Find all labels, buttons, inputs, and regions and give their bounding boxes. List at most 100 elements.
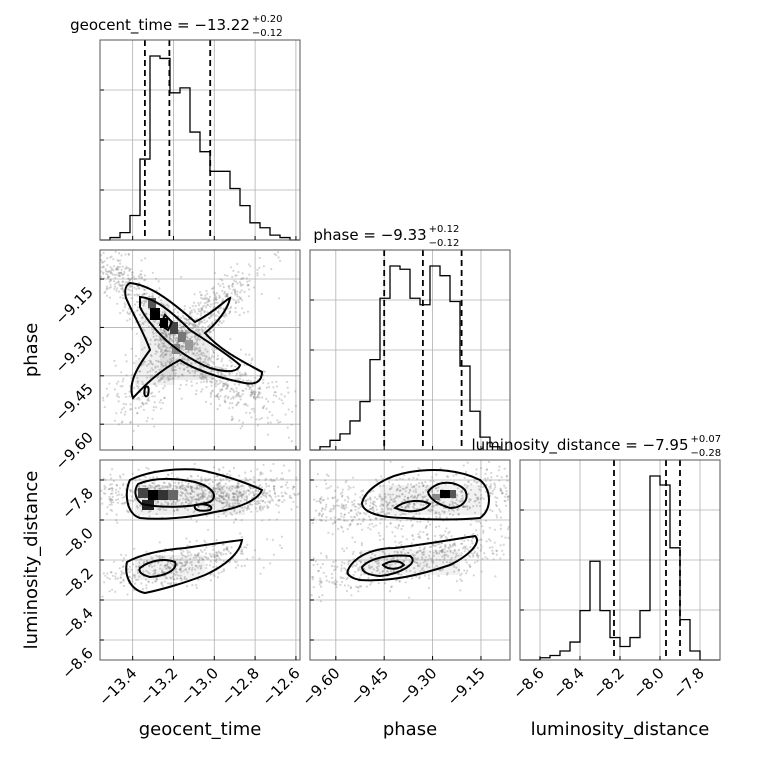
sample-point	[249, 503, 252, 506]
sample-point	[130, 407, 133, 411]
sample-point	[224, 295, 227, 298]
sample-point	[505, 490, 508, 493]
sample-point	[180, 490, 183, 494]
sample-point	[341, 547, 344, 550]
sample-point	[495, 501, 498, 504]
sample-point	[217, 282, 220, 286]
sample-point	[273, 487, 276, 490]
sample-point	[106, 506, 109, 509]
sample-point	[204, 373, 207, 376]
sample-point	[333, 569, 336, 572]
sample-point	[228, 402, 231, 405]
sample-point	[259, 472, 262, 475]
sample-point	[342, 530, 345, 533]
sample-point	[140, 259, 143, 262]
sample-point	[226, 295, 229, 298]
sample-point	[212, 290, 215, 293]
sample-point	[111, 468, 114, 471]
sample-point	[130, 347, 133, 350]
sample-point	[190, 485, 193, 489]
sample-point	[184, 495, 187, 498]
sample-point	[129, 285, 132, 288]
sample-point	[251, 393, 254, 396]
sample-point	[369, 528, 372, 531]
sample-point	[219, 284, 222, 287]
sample-point	[237, 392, 240, 395]
sample-point	[104, 486, 107, 489]
sample-point	[290, 496, 293, 500]
sample-point	[370, 581, 373, 584]
sample-point	[268, 410, 271, 414]
sample-point	[265, 407, 268, 410]
sample-point	[223, 292, 226, 295]
sample-point	[108, 577, 111, 581]
sample-point	[372, 502, 375, 505]
sample-point	[330, 572, 334, 576]
sample-point	[295, 476, 298, 479]
sample-point	[186, 549, 189, 552]
sample-point	[220, 371, 223, 374]
sample-point	[324, 508, 327, 511]
sample-point	[119, 296, 122, 299]
sample-point	[180, 327, 183, 330]
sample-point	[196, 324, 199, 327]
sample-point	[180, 330, 184, 333]
sample-point	[230, 365, 233, 368]
sample-point	[109, 286, 112, 289]
sample-point	[127, 293, 131, 296]
sample-point	[225, 514, 228, 518]
title-minus-phase: −0.12	[429, 238, 460, 249]
sample-point	[244, 477, 247, 480]
sample-point	[200, 492, 203, 495]
sample-point	[232, 493, 235, 496]
sample-point	[215, 551, 218, 555]
sample-point	[218, 499, 221, 502]
sample-point	[163, 481, 166, 484]
sample-point	[332, 561, 335, 564]
sample-point	[287, 391, 290, 394]
histogram-phase	[310, 265, 510, 451]
sample-point	[137, 275, 140, 278]
sample-point	[217, 310, 220, 313]
sample-point	[220, 388, 224, 391]
sample-point	[226, 548, 229, 551]
sample-point	[181, 326, 185, 329]
sample-point	[360, 543, 363, 547]
sample-point	[122, 377, 125, 380]
sample-point	[238, 371, 241, 374]
sample-point	[195, 483, 198, 486]
sample-point	[250, 393, 253, 396]
sample-point	[140, 276, 143, 279]
sample-point	[225, 477, 229, 481]
sample-point	[219, 390, 222, 393]
sample-point	[354, 493, 357, 496]
sample-point	[203, 318, 206, 322]
sample-point	[488, 546, 491, 549]
sample-point	[203, 311, 206, 314]
sample-point	[359, 505, 362, 509]
sample-point	[185, 485, 188, 488]
sample-point	[296, 505, 299, 508]
sample-point	[106, 257, 109, 260]
sample-point	[479, 543, 482, 547]
sample-point	[149, 484, 152, 487]
sample-point	[350, 594, 353, 597]
sample-point	[214, 381, 218, 384]
sample-point	[249, 362, 252, 365]
sample-point	[198, 376, 201, 379]
sample-point	[214, 295, 217, 298]
sample-point	[445, 516, 448, 519]
sample-point	[143, 288, 147, 292]
sample-point	[152, 405, 155, 409]
sample-point	[120, 288, 123, 291]
sample-point	[144, 312, 148, 315]
sample-point	[400, 543, 403, 547]
sample-point	[490, 492, 493, 495]
sample-point	[170, 472, 173, 475]
sample-point	[172, 357, 175, 360]
sample-point	[121, 273, 124, 276]
sample-point	[225, 503, 228, 506]
sample-point	[181, 346, 184, 349]
sample-point	[122, 578, 125, 581]
sample-point	[440, 542, 443, 545]
